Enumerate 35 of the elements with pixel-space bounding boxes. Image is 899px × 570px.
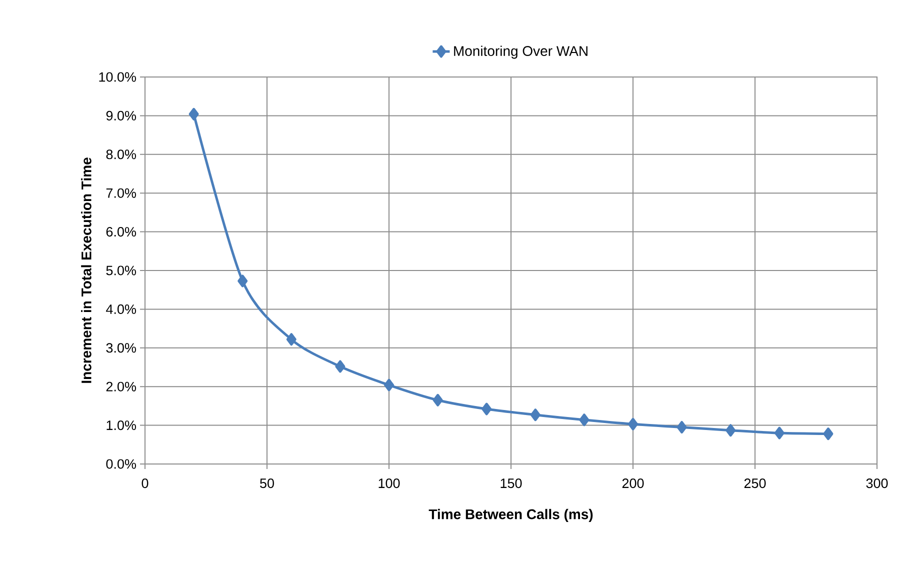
point <box>530 408 540 422</box>
point <box>188 108 199 120</box>
point <box>432 394 443 406</box>
y-tick-label: 2.0% <box>106 382 136 392</box>
y-tick-label: 5.0% <box>106 266 136 276</box>
x-tick-label: 150 <box>500 478 522 488</box>
y-tick-label: 10.0% <box>99 72 136 82</box>
x-axis-title: Time Between Calls (ms) <box>428 508 593 522</box>
x-tick-label: 250 <box>744 478 766 488</box>
point <box>676 420 687 434</box>
y-tick-label: 9.0% <box>106 110 136 120</box>
y-tick-label: 1.0% <box>106 420 136 430</box>
x-tick-label: 50 <box>260 478 274 488</box>
x-tick-label: 200 <box>622 478 644 488</box>
y-tick-label: 3.0% <box>106 343 136 353</box>
x-tick-label: 300 <box>866 478 888 488</box>
point <box>823 428 834 440</box>
y-tick-label: 8.0% <box>106 150 136 160</box>
point <box>335 360 346 373</box>
point <box>628 418 638 430</box>
point <box>774 426 784 440</box>
point <box>384 378 394 392</box>
point <box>286 333 296 346</box>
y-tick-label: 0.0% <box>106 459 136 469</box>
y-tick-label: 6.0% <box>106 227 136 237</box>
y-tick-label: 4.0% <box>106 304 136 314</box>
x-tick-label: 0 <box>142 478 148 488</box>
y-tick-label: 7.0% <box>106 188 136 198</box>
x-tick-label: 100 <box>378 478 400 488</box>
point <box>726 424 736 437</box>
legend-label: Monitoring Over WAN <box>454 46 588 59</box>
point <box>482 402 492 416</box>
point <box>579 414 590 426</box>
y-axis-title: Increment in Total Execution Time <box>81 158 92 383</box>
point <box>238 274 248 288</box>
